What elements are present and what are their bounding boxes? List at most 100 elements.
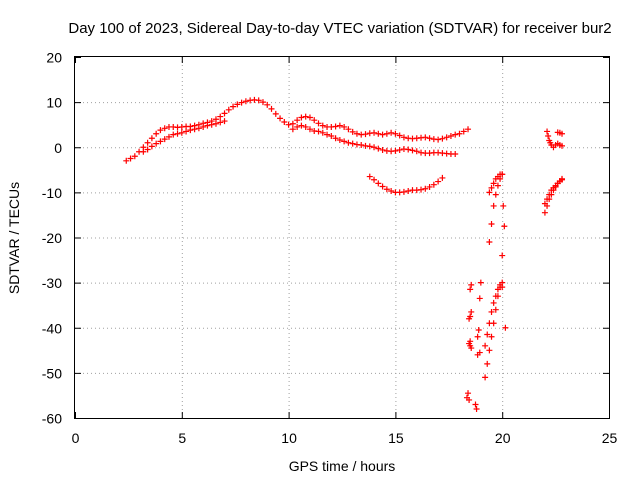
- y-tick-label: 0: [54, 140, 62, 156]
- y-tick-label: -20: [42, 230, 62, 246]
- x-axis-label: GPS time / hours: [289, 458, 396, 474]
- data-point: [484, 331, 491, 338]
- data-point: [476, 349, 483, 356]
- data-point: [486, 320, 493, 327]
- data-point: [400, 134, 407, 141]
- data-point: [488, 308, 495, 315]
- data-point: [422, 185, 429, 192]
- data-point: [475, 327, 482, 334]
- data-point: [375, 130, 382, 137]
- data-point: [375, 145, 382, 152]
- data-point: [200, 123, 207, 130]
- data-point: [212, 120, 219, 127]
- data-point: [277, 115, 284, 122]
- data-point: [170, 131, 177, 138]
- data-point: [544, 128, 551, 135]
- data-point: [490, 180, 497, 187]
- data-point: [439, 135, 446, 142]
- data-point: [285, 121, 292, 128]
- data-point: [319, 129, 326, 136]
- data-point: [306, 114, 313, 121]
- data-point: [127, 155, 134, 162]
- data-point: [405, 188, 412, 195]
- data-point: [345, 126, 352, 133]
- data-point: [341, 138, 348, 145]
- data-point: [473, 405, 480, 412]
- data-point: [379, 131, 386, 138]
- x-tick-label: 5: [178, 430, 186, 446]
- data-point: [221, 118, 228, 125]
- data-point: [468, 281, 475, 288]
- x-tick-label: 15: [388, 430, 404, 446]
- data-point: [140, 148, 147, 155]
- data-point: [472, 401, 479, 408]
- data-point: [452, 131, 459, 138]
- data-point: [405, 146, 412, 153]
- data-point: [161, 136, 168, 143]
- data-point: [541, 209, 548, 216]
- data-point: [341, 123, 348, 130]
- data-point: [208, 121, 215, 128]
- data-point: [230, 103, 237, 110]
- data-point: [371, 176, 378, 183]
- data-point: [242, 98, 249, 105]
- data-point: [422, 134, 429, 141]
- data-point: [148, 135, 155, 142]
- data-point: [383, 186, 390, 193]
- y-tick-label: -10: [42, 185, 62, 201]
- data-point: [358, 141, 365, 148]
- data-point: [294, 123, 301, 130]
- series-outliers: [499, 202, 509, 331]
- data-point: [409, 147, 416, 154]
- data-point: [183, 128, 190, 135]
- data-point: [494, 286, 501, 293]
- x-tick-label: 20: [495, 430, 511, 446]
- data-point: [468, 308, 475, 315]
- data-point: [541, 200, 548, 207]
- data-point: [302, 123, 309, 130]
- data-point: [144, 146, 151, 153]
- data-point: [349, 128, 356, 135]
- data-point: [294, 117, 301, 124]
- data-point: [281, 118, 288, 125]
- data-point: [456, 130, 463, 137]
- data-point: [178, 129, 185, 136]
- data-point: [392, 147, 399, 154]
- data-point: [315, 120, 322, 127]
- data-point: [217, 119, 224, 126]
- data-point: [392, 130, 399, 137]
- data-point: [187, 127, 194, 134]
- axis-ticks: [75, 57, 610, 419]
- data-point: [345, 139, 352, 146]
- data-point: [157, 138, 164, 145]
- data-point: [474, 333, 481, 340]
- data-point: [225, 106, 232, 113]
- data-point: [413, 148, 420, 155]
- data-point: [460, 128, 467, 135]
- data-point: [396, 146, 403, 153]
- data-point: [319, 122, 326, 129]
- data-point: [349, 140, 356, 147]
- y-tick-label: -60: [42, 411, 62, 427]
- data-point: [379, 183, 386, 190]
- data-point: [465, 126, 472, 133]
- data-point: [255, 97, 262, 104]
- data-point: [217, 113, 224, 120]
- data-point: [467, 286, 474, 293]
- data-point: [302, 113, 309, 120]
- data-point: [161, 125, 168, 132]
- data-point: [306, 126, 313, 133]
- data-point: [375, 180, 382, 187]
- y-axis-label: SDTVAR / TECUs: [6, 182, 22, 294]
- data-point: [435, 136, 442, 143]
- data-point: [486, 189, 493, 196]
- series-main-arc-a: [123, 96, 472, 164]
- data-point: [131, 153, 138, 160]
- data-point: [259, 99, 266, 106]
- data-point: [439, 174, 446, 181]
- data-point: [388, 129, 395, 136]
- data-point: [545, 132, 552, 139]
- chart-title: Day 100 of 2023, Sidereal Day-to-day VTE…: [68, 20, 611, 37]
- plot-frame: [74, 56, 610, 419]
